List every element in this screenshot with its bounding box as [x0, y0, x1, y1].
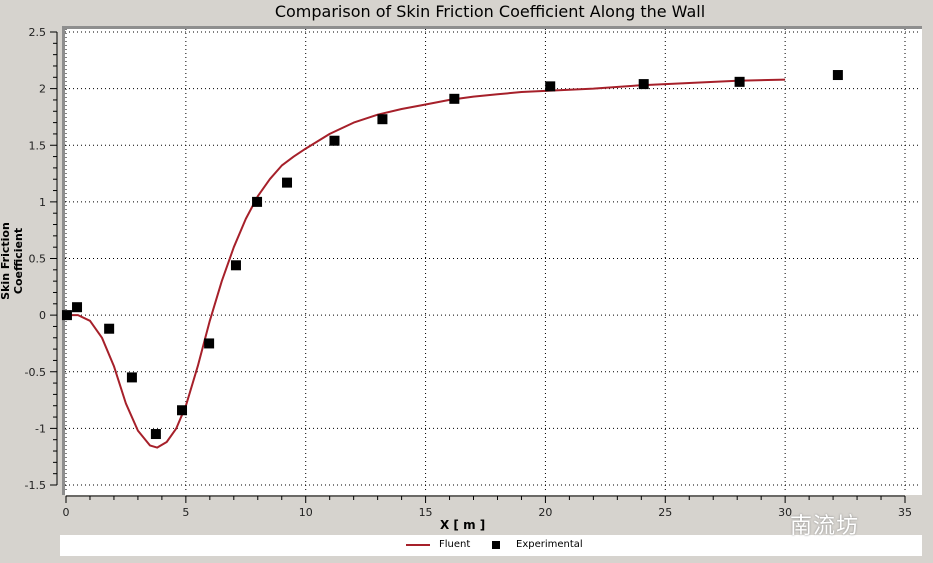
experimental-point [545, 81, 556, 92]
plot-area [62, 26, 922, 495]
svg-text:0: 0 [63, 506, 70, 519]
svg-text:0.5: 0.5 [29, 253, 47, 266]
experimental-point [638, 79, 649, 90]
svg-text:-0.5: -0.5 [25, 366, 46, 379]
svg-text:20: 20 [538, 506, 552, 519]
svg-text:-1: -1 [35, 422, 46, 435]
svg-text:25: 25 [658, 506, 672, 519]
experimental-point [204, 338, 215, 349]
experimental-point [177, 405, 188, 416]
svg-text:1: 1 [39, 196, 46, 209]
line-swatch-icon [406, 543, 430, 546]
experimental-point [72, 302, 83, 313]
fluent-line [66, 78, 786, 449]
experimental-point [282, 177, 293, 188]
experimental-point [150, 429, 161, 440]
watermark: 南流坊 [790, 514, 860, 539]
svg-text:30: 30 [778, 506, 792, 519]
svg-text:1.5: 1.5 [29, 139, 47, 152]
svg-text:15: 15 [419, 506, 433, 519]
chart-title: Comparison of Skin Friction Coefficient … [274, 2, 706, 21]
svg-text:-1.5: -1.5 [25, 479, 46, 492]
square-marker-icon [492, 540, 500, 549]
legend-item-experimental: Experimental [492, 539, 583, 550]
experimental-point [230, 260, 241, 271]
experimental-point [61, 310, 72, 321]
legend-item-fluent: Fluent [406, 539, 470, 550]
experimental-point [449, 93, 460, 104]
experimental-point [832, 70, 843, 81]
experimental-point [329, 135, 340, 146]
svg-text:5: 5 [182, 506, 189, 519]
experimental-point [126, 372, 137, 383]
svg-text:2.5: 2.5 [29, 26, 47, 39]
experimental-point [252, 196, 263, 207]
svg-text:10: 10 [299, 506, 313, 519]
experimental-point [104, 323, 115, 334]
x-axis-label: X [ m ] [440, 518, 486, 532]
legend: Fluent Experimental [60, 535, 922, 556]
experimental-point [377, 114, 388, 125]
svg-text:35: 35 [898, 506, 912, 519]
experimental-point [734, 76, 745, 87]
svg-text:0: 0 [39, 309, 46, 322]
svg-text:2: 2 [39, 83, 46, 96]
